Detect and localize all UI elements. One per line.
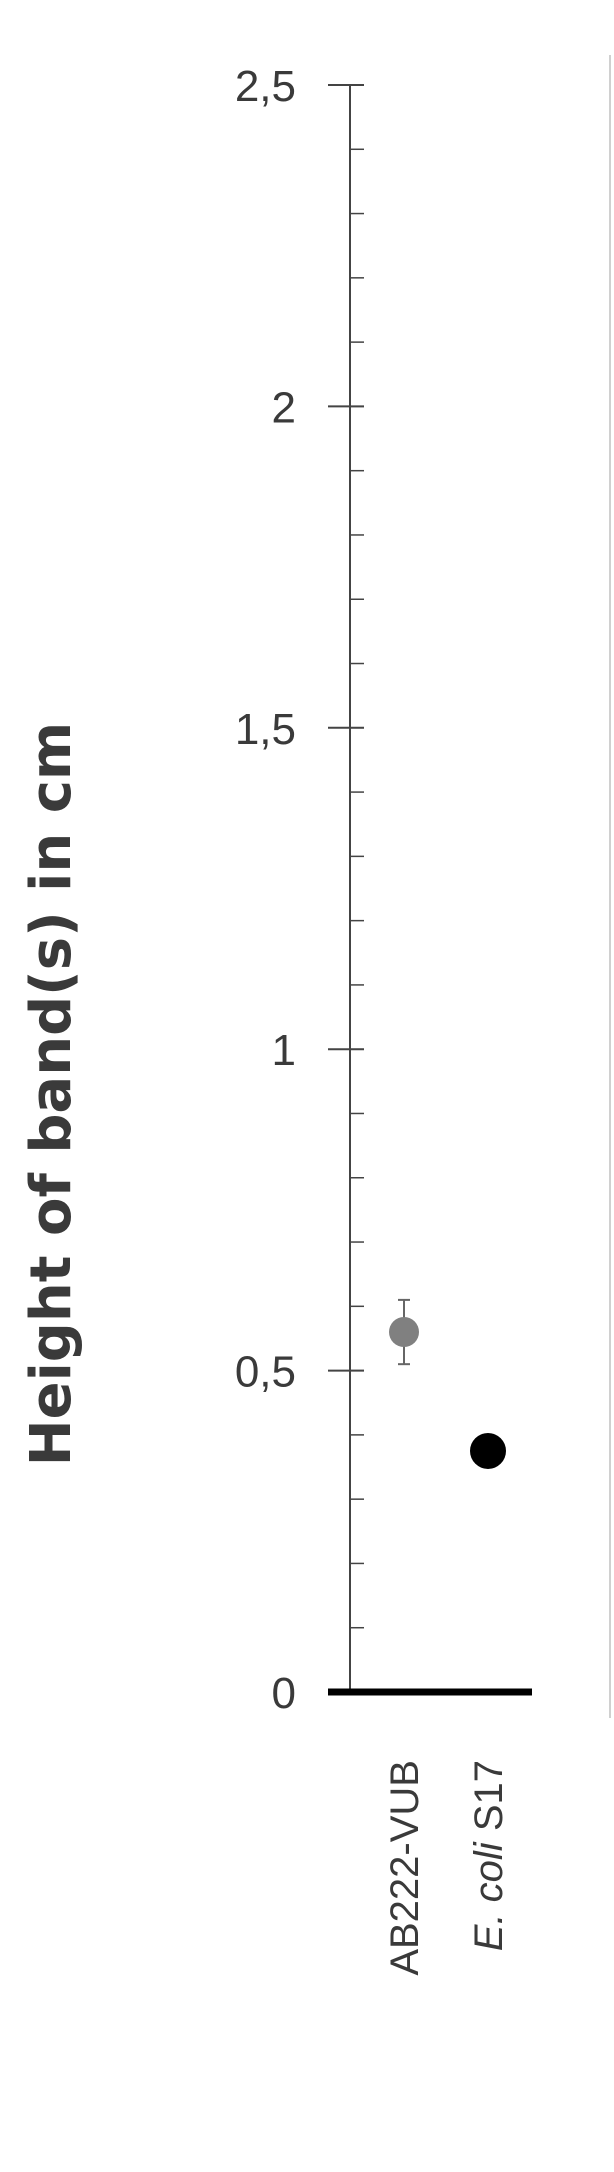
x-tick-label: E. coli S17 bbox=[467, 1760, 511, 1951]
y-axis-title: Height of band(s) in cm bbox=[19, 722, 84, 1467]
x-tick-label: AB222-VUB bbox=[383, 1760, 427, 1976]
data-point bbox=[389, 1317, 419, 1348]
data-points bbox=[389, 1298, 506, 1469]
y-tick-label: 2 bbox=[272, 383, 296, 432]
y-tick-label: 2,5 bbox=[235, 62, 296, 111]
y-tick-label: 1,5 bbox=[235, 705, 296, 754]
data-point bbox=[470, 1432, 506, 1469]
y-tick-label: 0,5 bbox=[235, 1348, 296, 1397]
y-tick-label: 1 bbox=[272, 1026, 296, 1075]
x-axis: AB222-VUB E. coli S17 bbox=[328, 1688, 532, 1976]
y-tick-label: 0 bbox=[272, 1669, 296, 1718]
y-axis: 0 0,5 1 1,5 2 2,5 bbox=[235, 62, 364, 1718]
